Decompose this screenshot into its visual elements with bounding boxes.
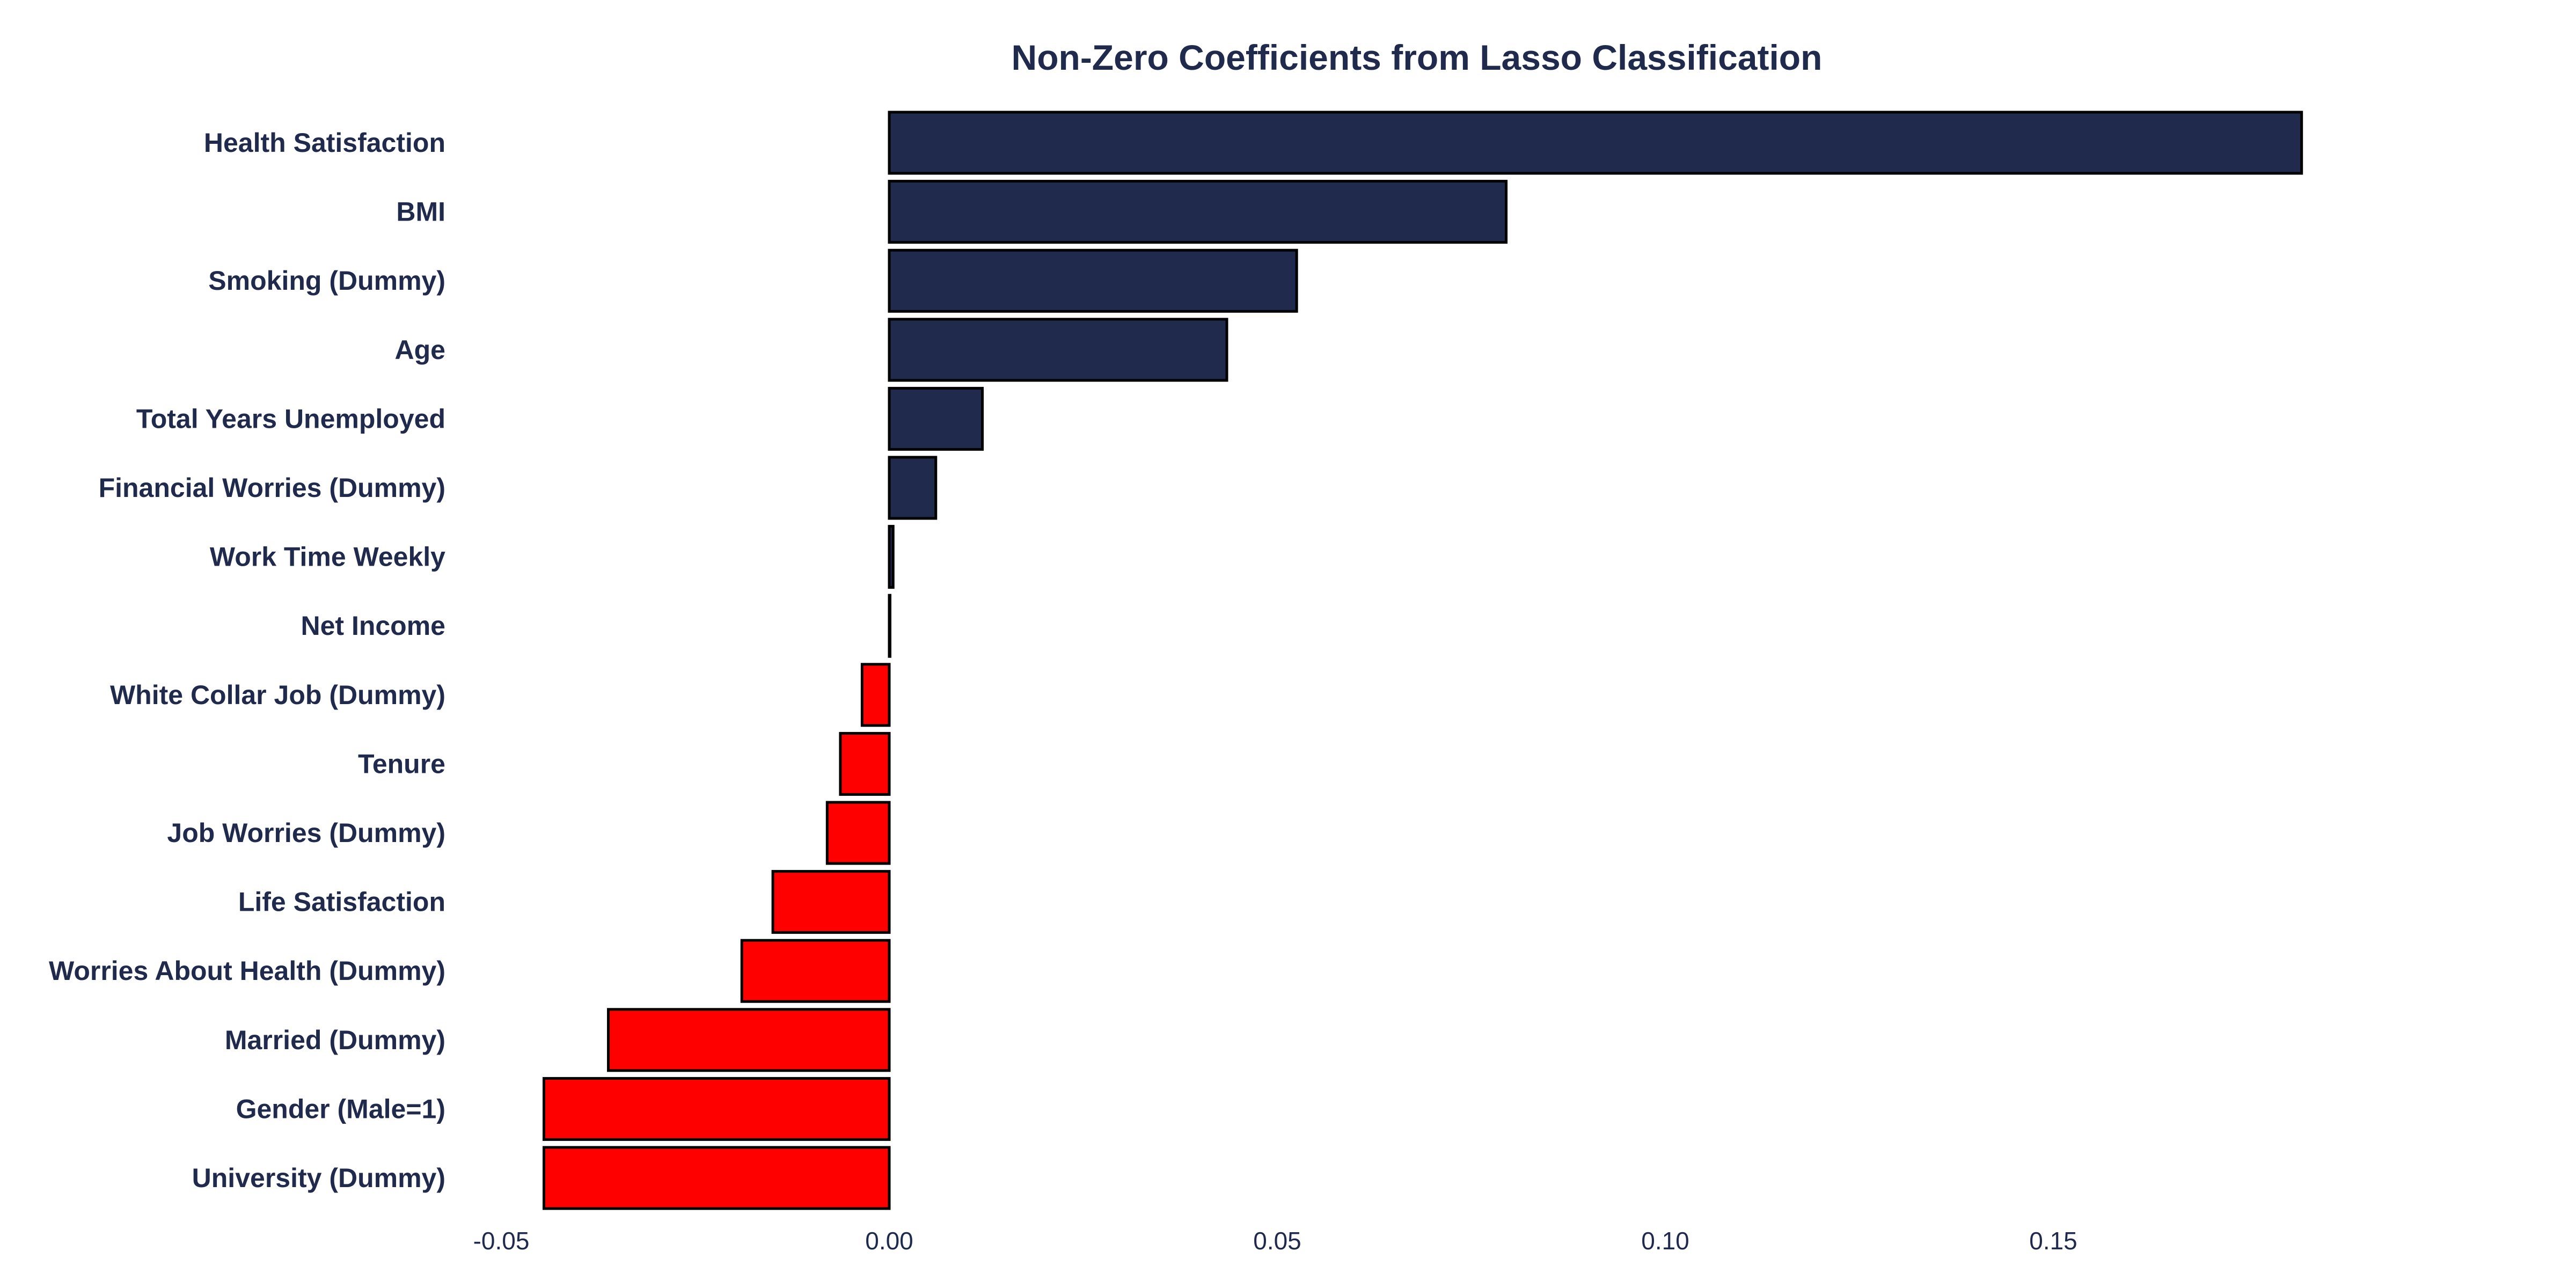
category-label-net-income: Net Income <box>301 611 445 641</box>
bar-job-worries-dummy <box>825 801 891 865</box>
bar-married-dummy <box>607 1008 891 1072</box>
category-label-age: Age <box>395 335 445 365</box>
category-label-smoking-dummy: Smoking (Dummy) <box>208 266 445 296</box>
category-label-total-years-unemployed: Total Years Unemployed <box>136 404 445 434</box>
bar-tenure <box>839 731 891 796</box>
x-tick-label: 0.00 <box>865 1227 913 1255</box>
chart-title: Non-Zero Coefficients from Lasso Classif… <box>1012 38 1823 77</box>
category-label-married-dummy: Married (Dummy) <box>225 1025 445 1055</box>
x-tick-label: 0.10 <box>1641 1227 1689 1255</box>
bar-life-satisfaction <box>771 870 891 934</box>
bar-net-income <box>888 594 891 658</box>
bar-work-time-weekly <box>888 525 895 589</box>
bar-age <box>888 318 1228 382</box>
bar-bmi <box>888 180 1508 244</box>
x-tick-labels-group: -0.05 0.00 0.05 0.10 0.15 <box>473 1227 2077 1255</box>
category-label-worries-about-health-dummy: Worries About Health (Dummy) <box>49 956 445 986</box>
bar-white-collar-job-dummy <box>860 663 891 727</box>
bar-total-years-unemployed <box>888 386 984 451</box>
category-label-gender-male-1: Gender (Male=1) <box>236 1094 445 1124</box>
category-label-job-worries-dummy: Job Worries (Dummy) <box>167 818 445 848</box>
category-label-financial-worries-dummy: Financial Worries (Dummy) <box>99 473 445 503</box>
bar-university-dummy <box>543 1146 891 1210</box>
bar-financial-worries-dummy <box>888 456 938 520</box>
category-label-white-collar-job-dummy: White Collar Job (Dummy) <box>110 680 445 710</box>
x-tick-label: -0.05 <box>473 1227 530 1255</box>
bar-worries-about-health-dummy <box>740 939 891 1003</box>
category-labels-group: Health Satisfaction BMI Smoking (Dummy) Age… <box>49 128 445 1193</box>
x-tick-label: 0.05 <box>1253 1227 1301 1255</box>
category-label-life-satisfaction: Life Satisfaction <box>238 887 445 917</box>
x-tick-label: 0.15 <box>2029 1227 2077 1255</box>
category-label-bmi: BMI <box>396 197 445 227</box>
bars-group <box>543 111 2303 1210</box>
bar-health-satisfaction <box>888 111 2303 175</box>
category-label-health-satisfaction: Health Satisfaction <box>204 128 445 158</box>
category-label-tenure: Tenure <box>358 749 445 779</box>
bar-gender-male-1 <box>543 1077 891 1141</box>
category-label-university-dummy: University (Dummy) <box>192 1163 445 1193</box>
category-label-work-time-weekly: Work Time Weekly <box>210 542 445 572</box>
bar-smoking-dummy <box>888 248 1298 313</box>
